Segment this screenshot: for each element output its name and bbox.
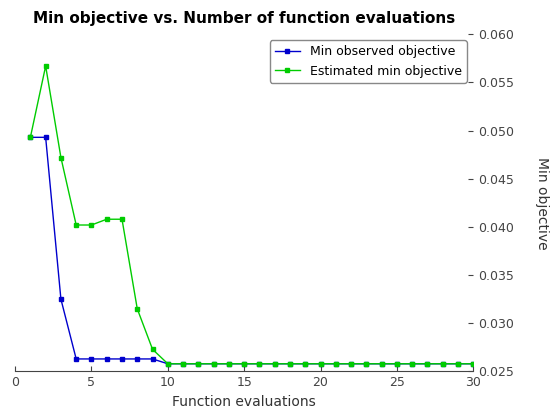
Estimated min objective <box>272 361 278 366</box>
Min observed objective <box>165 361 171 366</box>
Estimated min objective <box>333 361 339 366</box>
Min observed objective <box>424 361 431 366</box>
Estimated min objective <box>104 217 110 222</box>
Estimated min objective <box>58 155 64 160</box>
Estimated min objective <box>73 223 80 228</box>
Min observed objective <box>409 361 416 366</box>
Estimated min objective <box>210 361 217 366</box>
Min observed objective <box>58 297 64 302</box>
Estimated min objective <box>378 361 385 366</box>
Min observed objective <box>317 361 324 366</box>
Estimated min objective <box>394 361 400 366</box>
Estimated min objective <box>256 361 263 366</box>
Min observed objective <box>134 357 141 362</box>
Estimated min objective <box>180 361 186 366</box>
Min observed objective <box>104 357 110 362</box>
Legend: Min observed objective, Estimated min objective: Min observed objective, Estimated min ob… <box>270 40 467 83</box>
Y-axis label: Min objective: Min objective <box>535 157 549 249</box>
Estimated min objective <box>424 361 431 366</box>
Min observed objective <box>119 357 125 362</box>
Min observed objective <box>73 357 80 362</box>
Min observed objective <box>43 135 49 140</box>
Min observed objective <box>195 361 202 366</box>
Estimated min objective <box>363 361 370 366</box>
Min observed objective <box>88 357 95 362</box>
Min observed objective <box>149 357 156 362</box>
Estimated min objective <box>226 361 232 366</box>
Estimated min objective <box>134 306 141 311</box>
Estimated min objective <box>317 361 324 366</box>
Line: Estimated min objective: Estimated min objective <box>28 63 475 366</box>
Min observed objective <box>272 361 278 366</box>
Estimated min objective <box>287 361 293 366</box>
Estimated min objective <box>165 361 171 366</box>
Min observed objective <box>363 361 370 366</box>
Min observed objective <box>226 361 232 366</box>
Estimated min objective <box>88 223 95 228</box>
Min observed objective <box>470 361 477 366</box>
Estimated min objective <box>149 347 156 352</box>
Min observed objective <box>333 361 339 366</box>
Estimated min objective <box>302 361 309 366</box>
Title: Min objective vs. Number of function evaluations: Min objective vs. Number of function eva… <box>33 11 455 26</box>
Estimated min objective <box>27 135 34 140</box>
Min observed objective <box>287 361 293 366</box>
Line: Min observed objective: Min observed objective <box>28 135 475 366</box>
Estimated min objective <box>195 361 202 366</box>
Estimated min objective <box>439 361 446 366</box>
Min observed objective <box>394 361 400 366</box>
Estimated min objective <box>409 361 416 366</box>
Min observed objective <box>210 361 217 366</box>
Min observed objective <box>256 361 263 366</box>
Min observed objective <box>241 361 248 366</box>
Estimated min objective <box>119 217 125 222</box>
Estimated min objective <box>470 361 477 366</box>
Min observed objective <box>348 361 354 366</box>
X-axis label: Function evaluations: Function evaluations <box>172 395 316 409</box>
Min observed objective <box>27 135 34 140</box>
Min observed objective <box>439 361 446 366</box>
Min observed objective <box>180 361 186 366</box>
Min observed objective <box>302 361 309 366</box>
Estimated min objective <box>455 361 461 366</box>
Min observed objective <box>378 361 385 366</box>
Min observed objective <box>455 361 461 366</box>
Estimated min objective <box>348 361 354 366</box>
Estimated min objective <box>43 63 49 68</box>
Estimated min objective <box>241 361 248 366</box>
